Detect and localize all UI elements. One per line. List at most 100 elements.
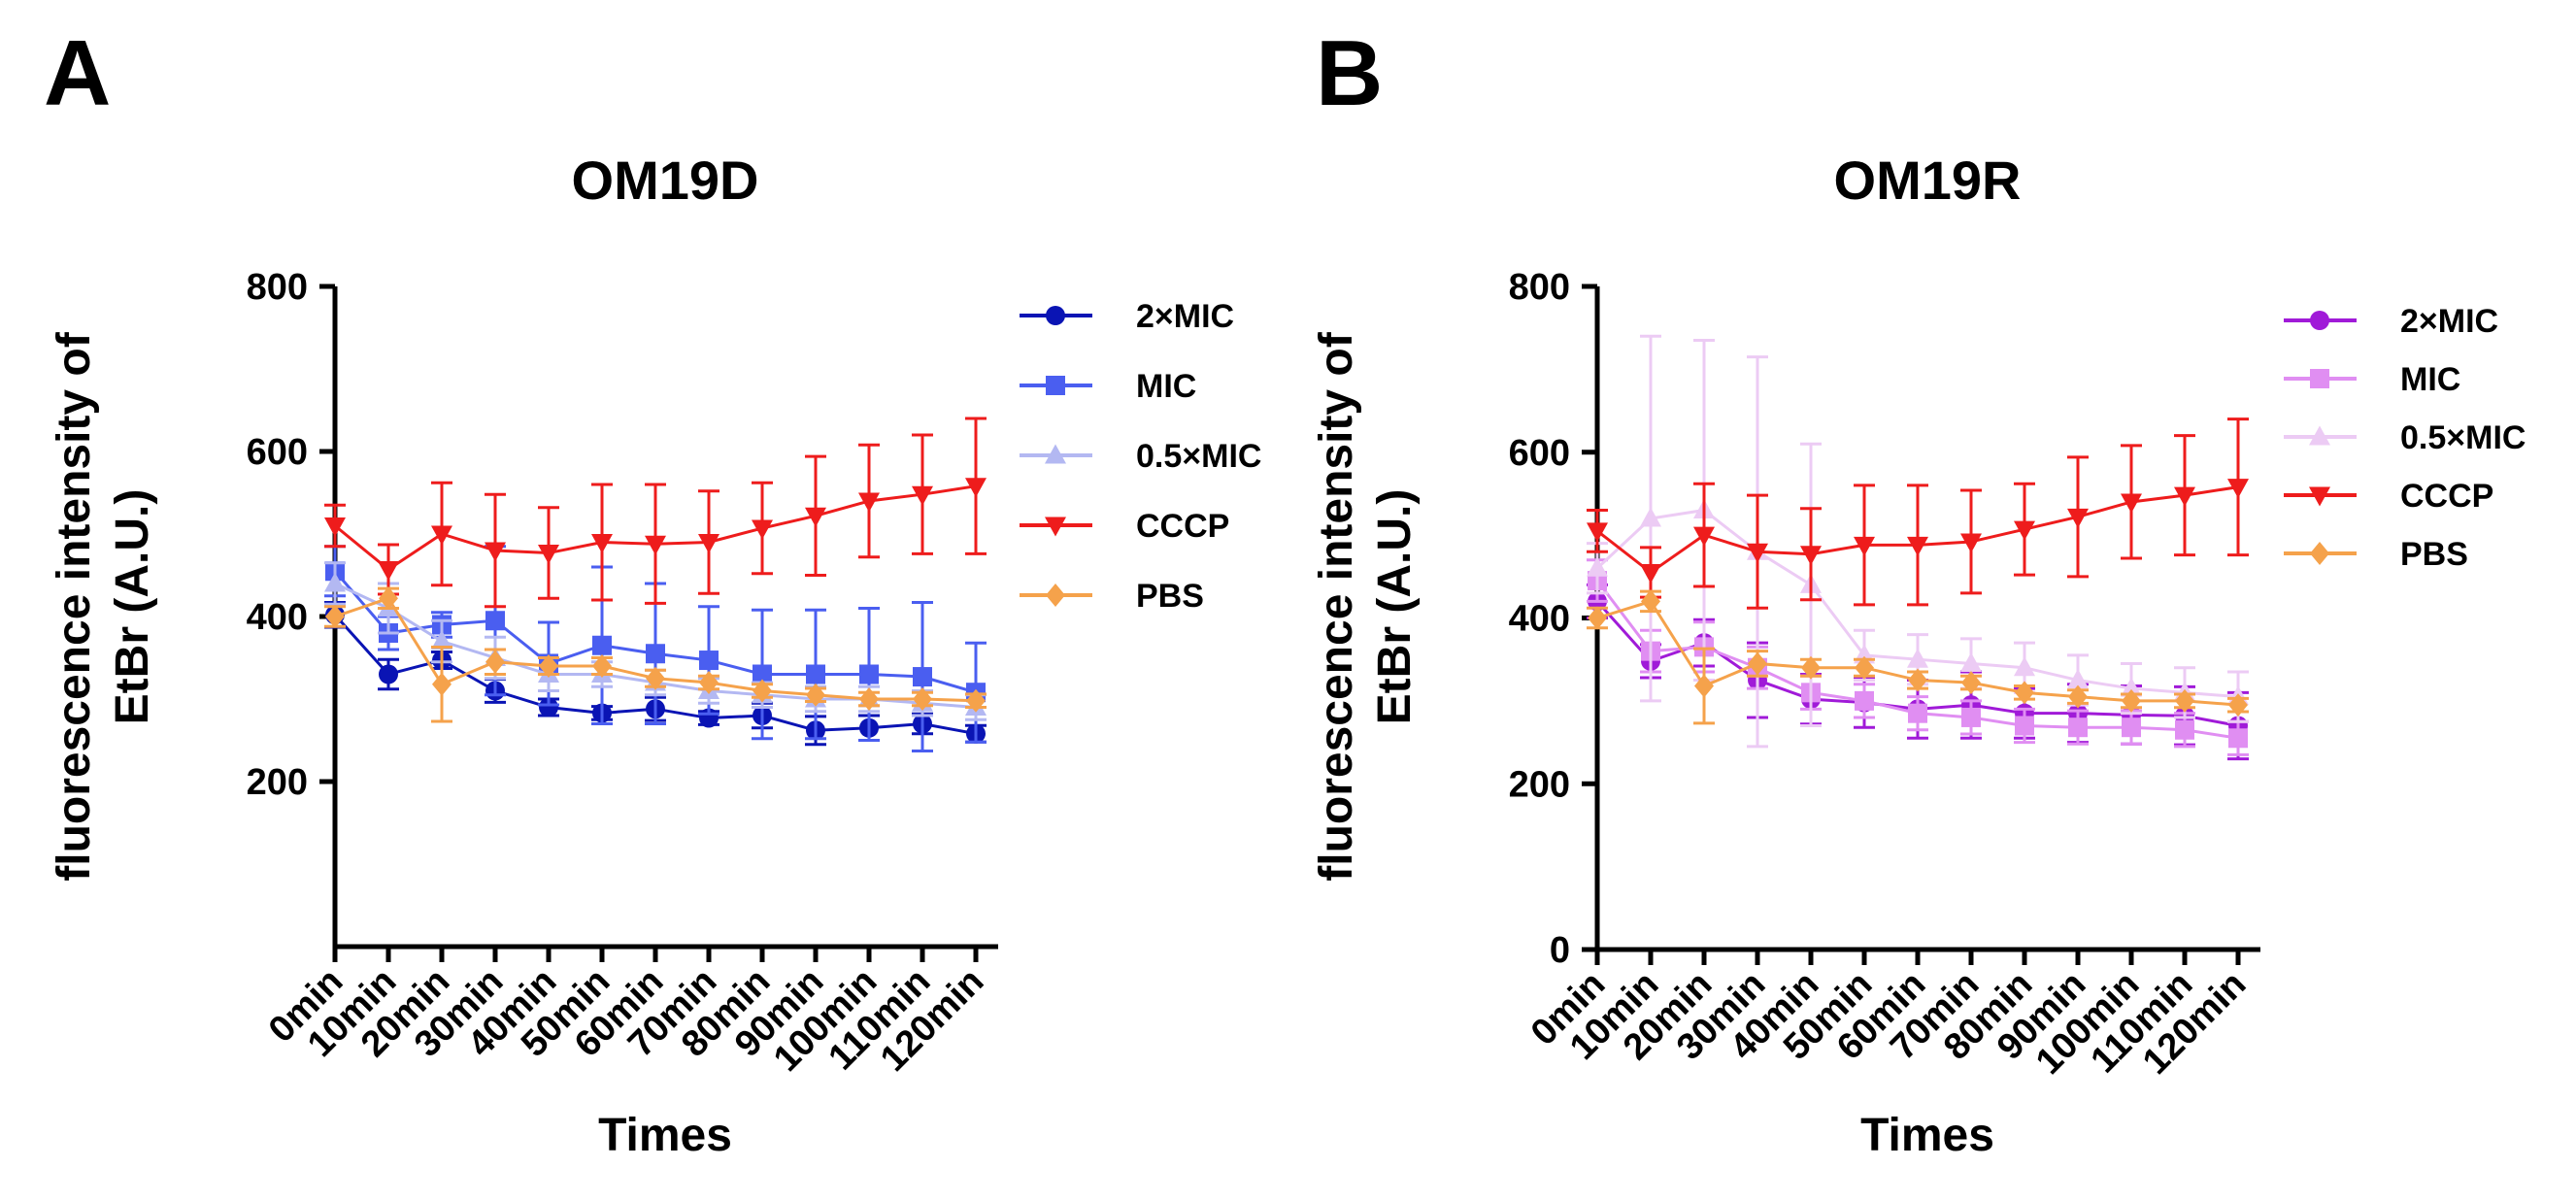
data-point [858, 492, 880, 513]
data-point [2122, 717, 2141, 738]
data-point [1801, 655, 1821, 680]
data-point [2175, 688, 2194, 713]
data-point [805, 507, 826, 527]
data-point [591, 534, 613, 553]
data-point [2228, 728, 2248, 749]
y-tick-label: 0 [1550, 930, 1570, 971]
legend-marker [1045, 444, 1066, 464]
data-point [2014, 656, 2035, 677]
data-point [2174, 486, 2195, 507]
legend-marker [1046, 376, 1065, 395]
y-tick-label: 600 [1509, 433, 1570, 474]
y-axis-label-a-line1: fluorescence intensity of [49, 331, 100, 881]
data-point [966, 688, 986, 713]
data-point [1855, 655, 1874, 680]
series-CCCP [1587, 417, 2249, 610]
data-point [859, 687, 879, 711]
data-point [2228, 693, 2248, 717]
legend-label: 2×MIC [2400, 303, 2498, 340]
data-point [1908, 668, 1927, 692]
data-point [1693, 526, 1715, 547]
legend-marker [2309, 425, 2330, 446]
data-point [1748, 651, 1767, 676]
data-point [1961, 707, 1981, 727]
data-point [485, 650, 505, 674]
data-point [485, 611, 505, 631]
data-point [806, 683, 825, 707]
legend-item: PBS [2284, 536, 2468, 573]
data-point [2015, 681, 2034, 705]
legend-item: 0.5×MIC [1020, 438, 1261, 475]
data-point [325, 605, 345, 628]
data-point [378, 561, 399, 582]
data-point [485, 542, 506, 562]
legend-label: CCCP [1136, 508, 1229, 545]
legend-marker [2310, 311, 2329, 330]
legend-b: 2×MIC MIC 0.5×MIC CCCP PBS [2284, 303, 2526, 573]
data-point [2014, 520, 2035, 541]
legend-marker [1046, 306, 1065, 325]
data-point [699, 651, 719, 671]
y-axis-label-b-line2: EtBr (A.U.) [1369, 489, 1421, 725]
legend-item: MIC [2284, 361, 2460, 398]
data-point [2227, 479, 2249, 499]
data-point [2068, 717, 2088, 738]
data-point [1640, 507, 1661, 527]
chart-title-a: OM19D [572, 150, 759, 211]
y-tick-label: 600 [247, 432, 308, 473]
legend-marker [1045, 517, 1066, 537]
data-point [379, 664, 398, 684]
legend-item: MIC [1020, 368, 1196, 405]
data-point [646, 666, 665, 690]
data-point [1640, 564, 1661, 584]
data-point [2122, 688, 2141, 713]
panel-a: A OM19D fluorescence intensity of EtBr (… [44, 21, 1261, 1161]
legend-label: PBS [1136, 578, 1204, 615]
y-tick-label: 200 [247, 762, 308, 803]
data-point [592, 635, 612, 655]
data-point [538, 545, 559, 565]
data-point [2068, 684, 2088, 709]
data-point [1694, 674, 1714, 698]
series-PBS [324, 586, 987, 723]
legend-item: 2×MIC [2284, 303, 2498, 340]
data-point [646, 644, 665, 664]
legend-label: 0.5×MIC [1136, 438, 1261, 475]
legend-item: 2×MIC [1020, 298, 1234, 335]
data-point [1854, 536, 1875, 556]
legend-item: CCCP [1020, 508, 1229, 545]
data-point [1908, 703, 1927, 723]
panel-b: B OM19R fluorescence intensity of EtBr (… [1311, 21, 2526, 1161]
legend-marker [1046, 584, 1065, 607]
legend-label: 0.5×MIC [2400, 419, 2526, 456]
data-point [1747, 543, 1768, 563]
data-point [1907, 648, 1928, 668]
data-point [2121, 493, 2142, 514]
data-point [2067, 669, 2089, 689]
data-point [539, 697, 558, 717]
legend-item: 0.5×MIC [2284, 419, 2526, 456]
chart-title-b: OM19R [1834, 150, 2022, 211]
data-point [431, 630, 452, 650]
panel-letter-a: A [44, 21, 111, 125]
data-point [913, 687, 932, 711]
data-point [2015, 716, 2034, 736]
data-point [645, 535, 666, 555]
legend-item: PBS [1020, 578, 1204, 615]
data-point [806, 664, 825, 684]
data-point [752, 519, 773, 540]
data-point [379, 586, 398, 611]
y-tick-label: 800 [247, 267, 308, 308]
data-point [1587, 522, 1608, 543]
data-point [1588, 606, 1607, 630]
legend-label: MIC [1136, 368, 1196, 405]
y-tick-label: 400 [1509, 599, 1570, 640]
data-point [1641, 589, 1660, 614]
legend-label: 2×MIC [1136, 298, 1234, 335]
series-CCCP [324, 417, 987, 609]
plot-area-b: 02004006008000min10min20min30min40min50m… [1509, 267, 2260, 1083]
data-point [431, 525, 452, 546]
legend-marker [2309, 486, 2330, 507]
legend-label: PBS [2400, 536, 2468, 573]
legend-label: CCCP [2400, 478, 2493, 515]
